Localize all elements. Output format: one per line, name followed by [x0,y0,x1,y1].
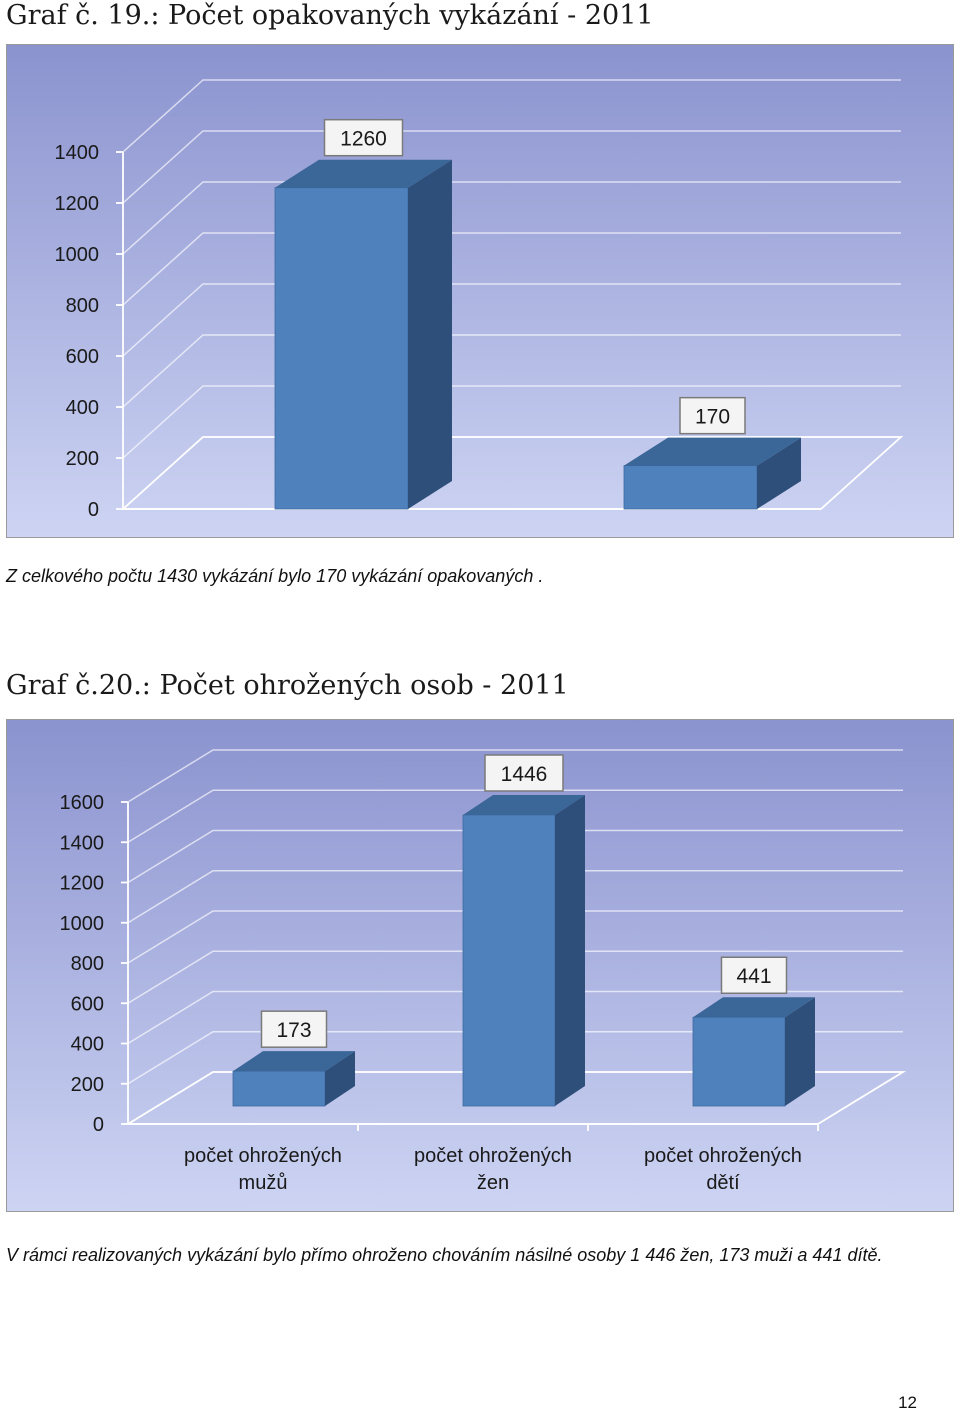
chart2-gridline [127,990,903,1045]
chart1-container: 0 200 400 600 800 1000 1200 1400 1260 170 [6,44,954,538]
chart2-data-label-box [260,1010,328,1048]
chart2-bar-top [463,794,585,815]
chart1-gridline [122,79,901,153]
chart2-bar-side [325,1051,355,1106]
chart1-bar-front [623,465,758,510]
chart2-heading: Graf č.20.: Počet ohrožených osob - 2011 [6,670,569,701]
chart2-gridline [127,789,903,843]
chart2-bar-top [233,1051,355,1072]
chart2-category-label: počet ohrožených [644,1145,802,1167]
chart2-y-tick-label: 400 [71,1034,104,1056]
chart2-data-label: 173 [276,1019,311,1042]
chart2-bar-front [232,1070,326,1107]
chart1-y-tick-label: 1200 [55,193,100,215]
chart2-caption: V rámci realizovaných vykázání bylo přím… [6,1245,883,1265]
chart2-y-tick-label: 1600 [60,792,105,814]
chart2-data-label-box [720,956,788,994]
chart1-y-tick-label: 200 [66,448,99,470]
page-number: 12 [898,1393,917,1412]
chart2-category-label: počet ohrožených [414,1145,572,1167]
chart1-gridline [122,130,901,204]
chart2-bar-side [555,794,585,1106]
chart1-svg: 0 200 400 600 800 1000 1200 1400 1260 170 [6,44,954,538]
chart2-gridline [127,870,903,924]
chart2-category-label: žen [477,1172,509,1194]
chart1-gridline [122,232,901,306]
chart2-y-tick-label: 1200 [60,873,105,895]
chart2-data-label: 1446 [501,763,548,786]
chart2-svg: 0 200 400 600 800 1000 1200 1400 1600 173 1446 441 p… [6,719,954,1212]
chart1-gridline [122,181,901,255]
chart1-y-tick-label: 1000 [55,244,100,266]
chart1-bar-side [757,437,801,509]
chart2-y-tick-label: 800 [71,953,104,975]
chart2-bar-front [692,1016,786,1107]
chart2-gridline [127,829,903,884]
chart2-gridline [127,749,903,803]
chart1-y-tick-label: 400 [66,397,99,419]
chart1-bar-side [408,159,452,509]
chart1-bar-top [624,437,801,466]
chart2-bar-front [462,814,556,1107]
chart2-category-label: dětí [706,1172,740,1194]
chart2-y-tick-label: 200 [71,1074,104,1096]
chart1-caption: Z celkového počtu 1430 vykázání bylo 170… [6,566,544,586]
chart1-data-label: 1260 [340,128,387,151]
chart2-data-label: 441 [736,965,771,988]
chart1-bar-front [274,187,409,510]
chart1-heading: Graf č. 19.: Počet opakovaných vykázání … [6,0,654,31]
chart1-data-label: 170 [695,406,730,429]
chart2-y-tick-label: 1400 [60,832,105,854]
chart1-data-label-box [679,396,746,435]
chart2-y-tick-label: 1000 [60,913,105,935]
chart1-gridline [122,283,901,357]
chart2-bar-top [693,997,815,1018]
chart2-y-tick-label: 0 [93,1114,104,1136]
chart1-bar-top [275,159,452,188]
chart1-y-tick-label: 600 [66,346,99,368]
chart2-gridline [127,910,903,964]
chart2-category-label: mužů [239,1172,288,1194]
chart2-category-label: počet ohrožených [184,1145,342,1167]
chart1-y-tick-label: 1400 [55,142,100,164]
chart2-gridline [127,1031,903,1085]
chart2-y-tick-label: 600 [71,993,104,1015]
chart1-plot-background [6,44,954,538]
chart1-data-label-box [323,118,404,157]
chart1-gridline [122,334,901,408]
chart1-y-tick-label: 0 [88,499,99,521]
chart1-y-tick-label: 800 [66,295,99,317]
chart2-gridline [127,950,903,1004]
chart1-gridline [122,385,901,459]
chart2-bar-side [785,997,815,1106]
chart2-container: 0 200 400 600 800 1000 1200 1400 1600 173 1446 441 p… [6,719,954,1212]
chart2-data-label-box [484,754,564,792]
